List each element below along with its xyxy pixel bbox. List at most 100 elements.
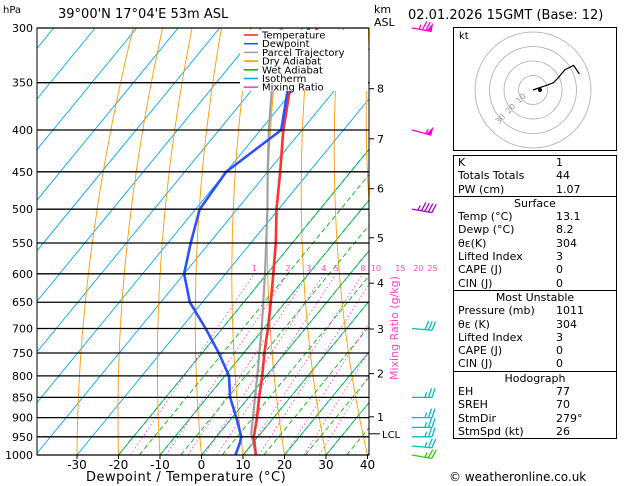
pressure-label: 950 [12, 431, 33, 444]
km-tick-label: 2 [377, 368, 384, 381]
wet-adiabat-line [159, 199, 369, 455]
dry-adiabat-line [76, 28, 134, 455]
dry-adiabat-line [365, 28, 369, 210]
sfc-theta-row: θε(K) 304 [458, 236, 577, 250]
isotherm-line [37, 28, 179, 201]
pressure-label: 400 [12, 124, 33, 137]
km-tick-label: 5 [377, 232, 384, 245]
km-tick-label: 7 [377, 133, 384, 146]
wet-adiabat-line [118, 148, 369, 455]
mixing-ratio-label: 15 [395, 264, 405, 273]
pressure-label: 1000 [5, 449, 33, 462]
dry-adiabat-line [156, 28, 193, 455]
hodo-header: Hodograph [454, 370, 616, 386]
hodograph-ring [489, 46, 577, 134]
location-title: 39°00'N 17°04'E 53m ASL [58, 7, 229, 22]
mu-pres-row: Pressure (mb) 1011 [458, 304, 584, 318]
wet-adiabat-line [325, 401, 369, 455]
km-tick-label: 3 [377, 323, 384, 336]
wind-barb [412, 427, 436, 438]
isotherm-line [37, 28, 220, 252]
mixing-ratio-line [216, 273, 337, 455]
legend-label: Dewpoint [262, 39, 310, 50]
isotherm-line [37, 28, 262, 303]
mu-theta-row: θε (K) 304 [458, 317, 577, 331]
datetime-title: 02.01.2026 15GMT (Base: 12) [408, 8, 603, 23]
x-tick-label: 0 [198, 458, 206, 472]
km-tick-label: 1 [377, 411, 384, 424]
sfc-li-row: Lifted Index 3 [458, 250, 563, 264]
dry-adiabat-line [333, 28, 368, 455]
pressure-label: 300 [12, 22, 33, 35]
y2-axis-label: Mixing Ratio (g/kg) [388, 276, 401, 380]
mixing-ratio-label: 8 [360, 264, 365, 273]
km-label: km [374, 3, 391, 16]
mixing-ratio-line [258, 283, 369, 455]
legend-label: Mixing Ratio [262, 83, 324, 94]
wind-barb [411, 202, 437, 214]
dry-adiabat-line [231, 28, 252, 455]
wet-adiabat-line [284, 351, 369, 455]
sfc-cin-row: CIN (J) 0 [458, 276, 563, 290]
pressure-tick-labels: 300 350 400 450 500 550 600 650 700 750 800 850 900 9… [5, 22, 33, 462]
isotherm-line [37, 28, 137, 151]
lcl-label: LCL [382, 430, 401, 441]
wet-adiabat-line [263, 325, 369, 455]
km-tick-label: 6 [377, 183, 384, 196]
wind-barb [412, 408, 436, 419]
wet-adiabat-line [242, 300, 369, 455]
legend-label: Wet Adiabat [262, 65, 323, 76]
pressure-label: 350 [12, 77, 33, 90]
x-tick-label: 30 [318, 458, 333, 472]
eh-row: EH 77 [458, 385, 570, 399]
hodograph-kt-label: kt [459, 31, 469, 42]
wet-adiabat-line [138, 173, 369, 455]
mu-cin-row: CIN (J) 0 [458, 357, 563, 371]
isotherm-line [76, 98, 369, 455]
mixing-ratio-line [187, 273, 310, 455]
hodograph-rings [474, 31, 592, 149]
mixing-ratio-line [203, 273, 325, 455]
legend-label: Isotherm [262, 74, 306, 85]
legend-label: Dry Adiabat [262, 57, 321, 68]
x-tick-label: -10 [150, 458, 170, 472]
wind-barb [411, 21, 434, 33]
wind-barb [412, 418, 436, 429]
pressure-label: 800 [12, 370, 33, 383]
isotherm-line [37, 28, 303, 353]
stmdir-row: StmDir 279° [458, 411, 583, 425]
wind-barb [411, 320, 437, 331]
wind-barb [411, 449, 437, 460]
pressure-label: 700 [12, 323, 33, 336]
hodograph-ring [474, 31, 592, 149]
hpa-label: hPa [3, 5, 21, 16]
hodograph-panel: 10 20 30 kt [453, 27, 617, 151]
mixing-ratio-label: 3 [306, 264, 311, 273]
pressure-label: 450 [12, 166, 33, 179]
mu-cape-row: CAPE (J) 0 [458, 344, 563, 358]
temperature-tick-labels: -30 -20 -10 0 10 20 30 40 [67, 455, 375, 472]
dry-adiabat-line [397, 28, 450, 455]
wind-barbs [411, 21, 437, 460]
mixing-ratio-label: 5 [334, 264, 339, 273]
legend-label: Temperature [261, 31, 325, 42]
mixing-ratio-line [244, 273, 364, 455]
km-tick-label: 8 [377, 83, 384, 96]
sfc-temp-row: Temp (°C) 13.1 [458, 210, 581, 224]
pressure-label: 900 [12, 412, 33, 425]
plot-frame [36, 27, 370, 456]
sreh-row: SREH 70 [458, 398, 570, 412]
mu-li-row: Lifted Index 3 [458, 330, 563, 344]
wet-adiabat-line [201, 249, 369, 455]
copyright-footer[interactable]: © weatheronline.co.uk [449, 470, 587, 484]
km-tick-label: 4 [377, 277, 384, 290]
surface-header: Surface [454, 195, 616, 211]
pressure-label: 550 [12, 237, 33, 250]
pressure-label: 600 [12, 268, 33, 281]
mixing-ratio-label: 20 [413, 264, 423, 273]
x-axis-label: Dewpoint / Temperature (°C) [86, 470, 286, 485]
pressure-label: 850 [12, 391, 33, 404]
